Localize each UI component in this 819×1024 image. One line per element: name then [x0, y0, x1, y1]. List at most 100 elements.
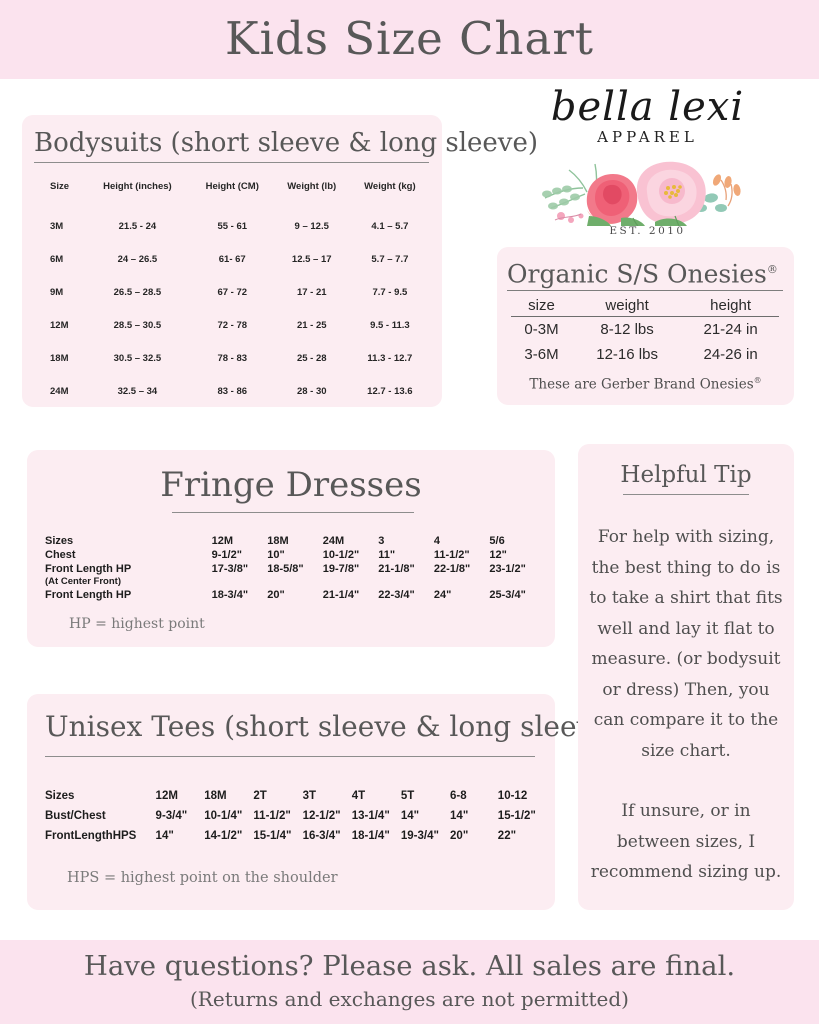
organic-onesies-table: size weight height 0-3M 8-12 lbs 21-24 in 3-6… [511, 295, 779, 367]
table-cell: 15-1/4" [253, 830, 292, 842]
table-cell: 22-1/8" [433, 563, 471, 575]
table-cell: 14" [450, 810, 469, 822]
table-cell: 2T [253, 790, 267, 802]
table-cell: 12M [211, 535, 234, 547]
organic-onesies-card: Organic S/S Onesies® size weight height 0-… [497, 247, 794, 405]
footer-secondary-text: (Returns and exchanges are not permitted… [190, 987, 629, 1011]
table-cell-empty [378, 576, 434, 588]
table-cell: 12M [155, 790, 178, 802]
table-cell: 5T [400, 790, 415, 802]
table-row: Bust/Chest 9-3/4" 10-1/4" 11-1/2" 12-1/2" 13-… [45, 806, 547, 826]
table-cell: 30.5 – 32.5 [113, 353, 162, 364]
column-header: size [511, 295, 573, 317]
table-cell: 67 - 72 [217, 287, 248, 298]
fringe-dresses-title: Fringe Dresses [160, 465, 422, 505]
table-row: 12M 28.5 – 30.5 72 - 78 21 - 25 9.5 - 11.3 [42, 309, 430, 342]
organic-onesies-table-body: 0-3M 8-12 lbs 21-24 in 3-6M 12-16 lbs 24-26 i… [511, 317, 779, 368]
bodysuits-card: Bodysuits (short sleeve & long sleeve) S… [22, 115, 538, 408]
table-cell: 5/6 [489, 535, 505, 547]
table-cell: 11.3 - 12.7 [367, 353, 413, 364]
table-cell: 18M [204, 790, 227, 802]
table-header-row: Size Height (inches) Height (CM) Weight (lb… [42, 173, 430, 210]
table-cell: 32.5 – 34 [117, 386, 158, 397]
table-cell: 12.7 - 13.6 [367, 386, 413, 397]
row-label: Front Length HP [45, 589, 132, 601]
table-cell: 9-1/2" [211, 549, 242, 561]
gerber-brand-note: These are Gerber Brand Onesies® [497, 376, 794, 393]
table-cell: 21-1/8" [378, 563, 415, 575]
bodysuits-table-body: 3M 21.5 - 24 55 - 61 9 – 12.5 4.1 – 5.7 6M 24 … [42, 210, 430, 408]
fringe-dresses-card: Fringe Dresses Sizes 12M 18M 24M 3 4 5/6 Chest 9… [27, 450, 555, 647]
table-row: FrontLengthHPS 14" 14-1/2" 15-1/4" 16-3/4" 18… [45, 826, 547, 846]
registered-mark-icon: ® [753, 376, 762, 385]
table-cell: 24-26 in [703, 346, 758, 363]
table-cell: 24" [433, 589, 452, 601]
column-header: Height (CM) [205, 181, 259, 192]
logo-established-text: EST. 2010 [609, 225, 686, 237]
table-cell-empty [434, 576, 490, 588]
table-cell: 55 - 61 [217, 221, 248, 232]
table-cell: 3T [302, 790, 316, 802]
table-cell: 9 – 12.5 [294, 221, 329, 232]
helpful-tip-card: Helpful Tip For help with sizing, the be… [578, 444, 794, 910]
table-cell: 26.5 – 28.5 [113, 287, 162, 298]
logo-script-text: bella lexi [550, 84, 745, 130]
table-cell-empty [489, 576, 545, 588]
row-label: Bust/Chest [45, 810, 106, 822]
table-cell: 4T [351, 790, 366, 802]
unisex-tees-title-divider [45, 756, 535, 757]
floral-bouquet-icon [542, 161, 741, 226]
fringe-dresses-table-body: Sizes 12M 18M 24M 3 4 5/6 Chest 9-1/2" 10" 10-1/2"… [45, 534, 545, 602]
table-cell: 12-1/2" [302, 810, 341, 822]
table-cell: 18-5/8" [267, 563, 304, 575]
row-label: Chest [45, 549, 76, 561]
table-row: 3-6M 12-16 lbs 24-26 in [511, 342, 779, 367]
table-cell: 12" [489, 549, 507, 561]
table-row: 9M 26.5 – 28.5 67 - 72 17 - 21 7.7 - 9.5 [42, 276, 430, 309]
table-cell: 3-6M [524, 346, 559, 363]
row-label: FrontLengthHPS [45, 830, 137, 842]
table-cell: 9.5 - 11.3 [370, 320, 410, 331]
table-cell-empty [212, 576, 268, 588]
table-cell: 12M [50, 320, 69, 331]
table-cell: 18-3/4" [211, 589, 249, 601]
row-sublabel: (At Center Front) [45, 576, 121, 587]
fringe-dresses-footnote: HP = highest point [69, 616, 205, 632]
table-cell: 22" [497, 830, 517, 842]
brand-logo: bella lexi APPAREL [505, 84, 790, 244]
helpful-tip-title-divider [623, 494, 749, 495]
table-cell: 14-1/2" [204, 830, 243, 842]
table-cell: 12-16 lbs [596, 346, 658, 363]
unisex-tees-table-body: Sizes 12M 18M 2T 3T 4T 5T 6-8 10-12 Bust/Chest 9-3… [45, 786, 547, 846]
table-cell-empty [323, 576, 379, 588]
table-cell: 5.7 – 7.7 [371, 254, 409, 265]
unisex-tees-footnote: HPS = highest point on the shoulder [67, 870, 338, 886]
table-cell: 11" [378, 549, 396, 561]
table-cell: 22-3/4" [378, 589, 415, 601]
header-band [0, 0, 819, 79]
table-row: 6M 24 – 26.5 61- 67 12.5 – 17 5.7 – 7.7 [42, 243, 430, 276]
table-cell-empty [267, 576, 323, 588]
table-cell: 20" [450, 830, 469, 842]
helpful-tip-title: Helpful Tip [620, 462, 752, 488]
table-cell: 13-1/4" [351, 810, 390, 822]
table-cell: 10-1/4" [204, 810, 243, 822]
table-cell: 18M [267, 535, 289, 547]
helpful-tip-paragraph-2: If unsure, or in between sizes, I recomm… [590, 801, 782, 882]
table-cell: 24 – 26.5 [117, 254, 158, 265]
table-header-row: size weight height [511, 295, 779, 317]
table-cell: 20" [267, 589, 285, 601]
table-cell: 21-1/4" [322, 589, 360, 601]
footer-band [0, 940, 819, 1024]
registered-mark-icon: ® [766, 263, 778, 276]
table-row: 24M 32.5 – 34 83 - 86 28 - 30 12.7 - 13.6 [42, 375, 430, 408]
table-cell: 18M [50, 353, 69, 364]
table-cell: 72 - 78 [217, 320, 248, 331]
column-header: weight [572, 295, 683, 317]
table-cell: 6M [50, 254, 64, 265]
table-cell: 21 - 25 [296, 320, 327, 331]
table-cell: 12.5 – 17 [291, 254, 332, 265]
table-cell: 24M [322, 535, 345, 547]
table-row: 3M 21.5 - 24 55 - 61 9 – 12.5 4.1 – 5.7 [42, 210, 430, 243]
table-row: Chest 9-1/2" 10" 10-1/2" 11" 11-1/2" 12" [45, 548, 545, 562]
